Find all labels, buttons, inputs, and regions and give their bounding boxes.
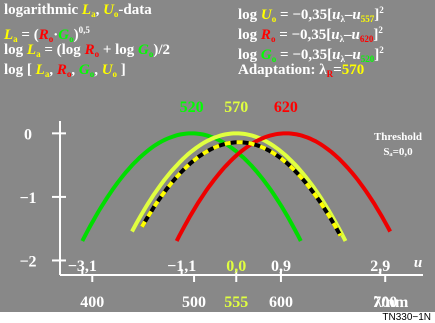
- threshold-sub-label: Sₐ=0,0: [383, 146, 413, 158]
- header-line4-left: log [ La, Ro, Go, Uo ]: [4, 62, 126, 79]
- u-tick-label-1: −1,1: [167, 258, 196, 275]
- series-curve-2: [174, 131, 392, 242]
- u-tick-label-4: 2,9: [370, 258, 390, 275]
- u-axis-label: u: [414, 255, 422, 271]
- peak-label-1: 570: [224, 99, 248, 116]
- threshold-label: Threshold: [374, 131, 422, 143]
- lambda-tick-label-2: 555: [224, 294, 248, 311]
- lambda-axis-label: λ/nm: [374, 294, 409, 311]
- series-curve-1: [130, 131, 348, 242]
- lambda-tick-label-0: 400: [80, 294, 104, 311]
- series-curve-3: [140, 140, 343, 237]
- u-tick-label-2: 0,0: [226, 258, 246, 275]
- lambda-tick-label-3: 600: [269, 294, 293, 311]
- peak-label-2: 620: [274, 99, 298, 116]
- header-line2-right: log Ro = −0,35[uλ–u620]2: [238, 25, 383, 44]
- footer-code: TN330−1N: [382, 312, 431, 323]
- u-tick-label-0: −3,1: [68, 258, 97, 275]
- series-curve-0: [80, 131, 303, 242]
- header-line3-right: log Go = −0,35[uλ–u520]2: [238, 45, 384, 64]
- header-line1-left-text: logarithmic La, Uo-data: [4, 2, 152, 19]
- header-line2-left: La = (Ro·Go)0,5: [4, 25, 90, 44]
- chart-panel: [0, 0, 435, 312]
- y-tick-label-1: −1: [19, 190, 36, 207]
- peak-label-0: 520: [180, 99, 204, 116]
- header-line4-right: Adaptation: λR=570: [238, 62, 365, 79]
- header-line3-left: log La = (log Ro + log Go)/2: [4, 42, 171, 59]
- lambda-tick-label-4: 700: [373, 294, 397, 311]
- y-tick-label-0: 0: [24, 126, 32, 143]
- header-line1-right: log Uo = −0,35[uλ–u557]2: [238, 5, 384, 24]
- lambda-tick-label-1: 500: [182, 294, 206, 311]
- header-line1-left: logarithmic La, Uo-data: [4, 2, 152, 22]
- u-tick-label-3: 0,9: [271, 258, 291, 275]
- y-tick-label-2: −2: [19, 253, 36, 270]
